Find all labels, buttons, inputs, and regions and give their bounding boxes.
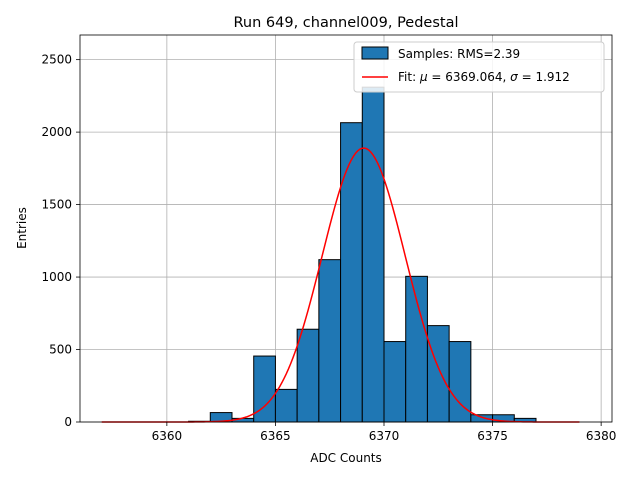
x-axis-label: ADC Counts (310, 451, 382, 465)
legend-samples-label: Samples: RMS=2.39 (398, 47, 520, 61)
y-tick-label: 500 (49, 343, 72, 357)
x-tick-label: 6380 (586, 429, 617, 443)
x-axis-ticks: 6360 6365 6370 6375 6380 (152, 422, 617, 443)
y-tick-label: 1500 (41, 198, 72, 212)
y-axis-ticks: 0 500 1000 1500 2000 2500 (41, 53, 80, 429)
histogram-bar (426, 325, 450, 423)
legend-fit-sigma-value: = 1.912 (518, 70, 570, 84)
histogram-bar (361, 86, 385, 423)
legend-fit-mu-symbol: μ (419, 70, 428, 84)
legend-box (353, 41, 605, 93)
legend-fit-label: Fit: μ = 6369.064, σ = 1.912 (398, 70, 570, 84)
y-tick-label: 1000 (41, 270, 72, 284)
histogram-bar (470, 414, 494, 423)
histogram-bar (383, 341, 407, 423)
y-axis-label: Entries (15, 207, 29, 249)
legend-fit-mu-value: = 6369.064, (428, 70, 511, 84)
histogram-bar (296, 328, 320, 423)
y-tick-label: 2000 (41, 125, 72, 139)
histogram-bars (188, 86, 537, 423)
x-tick-label: 6375 (477, 429, 508, 443)
y-tick-label: 0 (64, 415, 72, 429)
legend-fit-sigma-symbol: σ (510, 70, 518, 84)
chart-title: Run 649, channel009, Pedestal (233, 15, 458, 31)
x-tick-label: 6365 (260, 429, 291, 443)
y-tick-label: 2500 (41, 53, 72, 67)
histogram-bar (340, 122, 363, 423)
legend: Samples: RMS=2.39 Fit: μ = 6369.064, σ =… (353, 41, 605, 93)
histogram-bar (318, 259, 342, 423)
legend-samples-swatch (361, 46, 389, 60)
x-tick-label: 6370 (369, 429, 400, 443)
x-tick-label: 6360 (152, 429, 183, 443)
histogram-bar (274, 388, 298, 423)
plot-frame (79, 34, 613, 423)
legend-fit-prefix: Fit: (398, 70, 420, 84)
